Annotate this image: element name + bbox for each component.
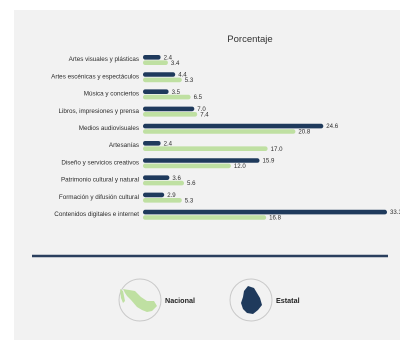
legend-label-nacional: Nacional	[165, 296, 195, 305]
state-map-icon	[241, 286, 262, 314]
bar-nacional	[143, 129, 296, 134]
bar-nacional	[143, 77, 182, 83]
chart-card: Porcentaje Artes visuales y plásticas Art…	[14, 10, 400, 340]
bar-nacional	[143, 146, 268, 151]
value-label-nacional: 16.8	[269, 215, 281, 222]
category-labels: Artes visuales y plásticas Artes escénica…	[51, 56, 139, 218]
bar-estatal	[143, 55, 161, 60]
value-label-nacional: 6.5	[194, 94, 203, 101]
value-label-nacional: 5.3	[185, 77, 194, 84]
category-label: Música y conciertos	[84, 91, 139, 98]
bar-estatal	[143, 209, 387, 215]
bar-estatal	[143, 192, 165, 198]
category-label: Patrimonio cultural y natural	[61, 177, 139, 184]
value-label-estatal: 2.9	[167, 192, 176, 199]
bar-estatal	[143, 89, 169, 94]
category-label: Diseño y servicios creativos	[61, 159, 139, 166]
category-label: Contenidos digitales e internet	[54, 211, 139, 218]
legend-item-estatal: Estatal	[229, 278, 300, 322]
bar-chart: Porcentaje Artes visuales y plásticasArt…	[32, 34, 400, 322]
value-label-nacional: 12.0	[234, 163, 246, 170]
value-label-estatal: 7.0	[197, 106, 206, 113]
legend-circle-nacional	[118, 278, 162, 322]
bar-nacional	[143, 180, 184, 186]
category-label: Medios audiovisuales	[79, 125, 139, 132]
category-label: Formación y difusión cultural	[59, 194, 139, 201]
bar-nacional	[143, 60, 168, 65]
bar-estatal	[143, 141, 161, 146]
bar-nacional	[143, 163, 231, 169]
value-label-estatal: 33.3	[390, 209, 400, 216]
value-label-nacional: 5.3	[185, 197, 194, 204]
bar-estatal	[143, 106, 195, 112]
bar-nacional	[143, 94, 191, 100]
value-label-nacional: 7.4	[200, 111, 209, 118]
value-label-estatal: 3.6	[172, 175, 181, 182]
bar-estatal	[143, 158, 260, 163]
value-label-estatal: 2.4	[164, 54, 173, 61]
category-label: Artesanías	[109, 142, 139, 149]
baja-peninsula-icon	[120, 289, 125, 303]
value-label-nacional: 20.8	[298, 129, 310, 136]
bar-estatal	[143, 72, 176, 77]
category-label: Libros, impresiones y prensa	[59, 108, 140, 115]
bar-estatal	[143, 123, 324, 129]
value-label-estatal: 3.5	[172, 89, 181, 96]
bar-nacional	[143, 215, 267, 220]
value-label-nacional: 17.0	[271, 146, 283, 153]
bar-estatal	[143, 175, 170, 180]
value-label-estatal: 4.4	[178, 72, 187, 79]
legend-item-nacional: Nacional	[118, 278, 195, 322]
bar-nacional	[143, 112, 198, 117]
value-label-estatal: 15.9	[263, 158, 275, 165]
category-label: Artes visuales y plásticas	[69, 56, 139, 63]
value-label-estatal: 24.6	[326, 123, 338, 130]
chart-title: Porcentaje	[227, 34, 272, 45]
value-label-nacional: 3.4	[171, 60, 180, 67]
bars	[143, 55, 387, 220]
bar-nacional	[143, 198, 182, 203]
legend-circle-estatal	[229, 278, 273, 322]
value-labels: 2.43.44.45.33.56.57.07.424.620.82.417.01…	[164, 54, 400, 221]
legend: Nacional Estatal	[118, 278, 300, 322]
mexico-map-icon	[123, 289, 157, 312]
value-label-estatal: 2.4	[164, 140, 173, 147]
value-label-nacional: 5.6	[187, 180, 196, 187]
legend-label-estatal: Estatal	[276, 296, 300, 305]
category-label: Artes escénicas y espectáculos	[51, 73, 139, 80]
